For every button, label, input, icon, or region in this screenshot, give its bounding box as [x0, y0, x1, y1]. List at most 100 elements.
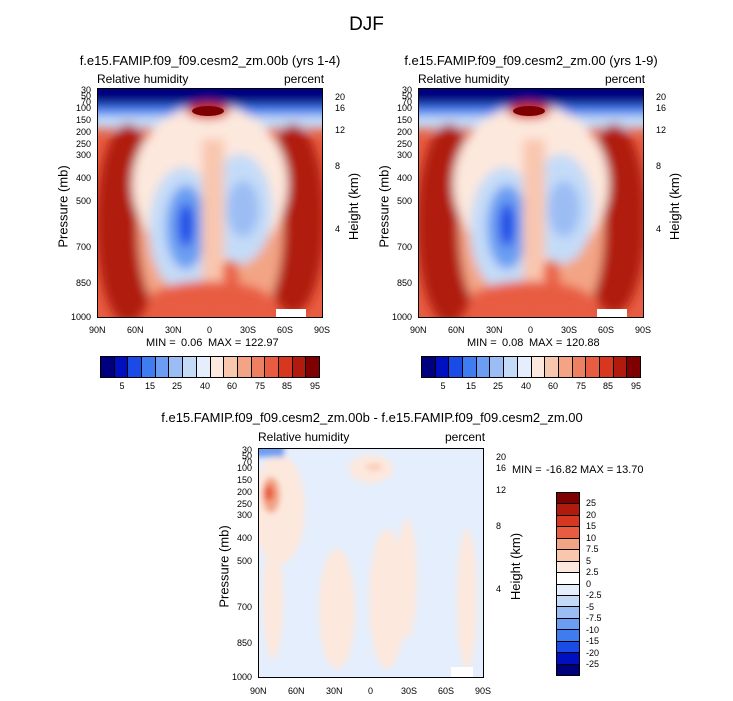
colorbar-swatch [599, 357, 614, 377]
colorbar-swatch [278, 357, 293, 377]
panel-3-y2-tick: 16 [496, 463, 507, 473]
panel-3-x-tick: 60N [288, 686, 305, 696]
panel-1-y-tick: 250 [75, 139, 91, 149]
colorbar-swatch [476, 357, 491, 377]
panel-2-colorbar-label: 75 [575, 381, 587, 391]
colorbar-swatch [557, 561, 579, 574]
panel-1-y-tick: 400 [75, 173, 91, 183]
panel-1-y-tick: 70 [80, 97, 91, 107]
colorbar-swatch [463, 357, 477, 377]
panel-1-x-tick: 30N [165, 325, 182, 335]
panel-1-y-axis-label: Pressure (mb) [55, 165, 71, 248]
panel-3-y-tick: 250 [236, 499, 252, 509]
panel-1-y-tick: 50 [80, 91, 91, 101]
panel-2-y2-tick: 16 [656, 103, 667, 113]
panel-3-x-tick: 90N [250, 686, 267, 696]
colorbar-swatch [490, 357, 505, 377]
panel-1-colorbar-label: 85 [281, 381, 293, 391]
colorbar-swatch [183, 357, 197, 377]
colorbar-swatch [557, 653, 579, 665]
colorbar-swatch [557, 618, 579, 631]
colorbar-swatch [586, 357, 600, 377]
panel-2-variable-label: Relative humidity [418, 72, 510, 86]
panel-3-y-tick: 1000 [231, 672, 252, 682]
colorbar-swatch [557, 515, 579, 528]
colorbar-swatch [557, 538, 579, 551]
panel-2-max-value: 120.88 [566, 337, 600, 349]
panel-3-colorbar-label: 0 [586, 579, 592, 589]
panel-1-y-tick: 700 [75, 242, 91, 252]
panel-2-min-label: MIN = [467, 337, 497, 349]
panel-2-y-tick: 70 [401, 97, 412, 107]
panel-3-title: f.e15.FAMIP.f09_f09.cesm2_zm.00b - f.e15… [161, 410, 583, 425]
panel-2-y-tick: 300 [396, 150, 412, 160]
panel-2-y2-tick: 12 [656, 125, 667, 135]
panel-3-x-tick: 0 [368, 686, 374, 696]
panel-2-colorbar-label: 25 [492, 381, 504, 391]
panel-3-plot-area [258, 448, 484, 678]
panel-2-y-tick: 850 [396, 278, 412, 288]
colorbar-swatch [557, 493, 579, 505]
colorbar-swatch [210, 357, 225, 377]
panel-2-y2-tick: 4 [656, 224, 662, 234]
panel-1-title: f.e15.FAMIP.f09_f09.cesm2_zm.00b (yrs 1-… [79, 53, 341, 68]
panel-2-y-axis-label: Pressure (mb) [376, 165, 392, 248]
panel-2-x-tick: 30N [486, 325, 503, 335]
panel-1-y2-tick: 4 [335, 224, 341, 234]
panel-3-y-axis-label: Pressure (mb) [216, 525, 232, 608]
panel-3-colorbar-label: 15 [586, 521, 597, 531]
panel-2-y-tick: 400 [396, 173, 412, 183]
panel-1-colorbar-label: 15 [144, 381, 156, 391]
panel-3-y2-axis-label: Height (km) [508, 532, 524, 601]
panel-3-y2-tick: 4 [496, 584, 502, 594]
panel-3-colorbar-label: -10 [586, 625, 600, 635]
colorbar-swatch [545, 357, 559, 377]
panel-2-title: f.e15.FAMIP.f09_f09.cesm2_zm.00 (yrs 1-9… [404, 53, 658, 68]
panel-3-y-tick: 150 [236, 475, 252, 485]
panel-3-variable-label: Relative humidity [258, 430, 350, 444]
panel-1-min-value: 0.06 [181, 337, 203, 349]
panel-3-colorbar [556, 492, 580, 676]
colorbar-swatch [114, 357, 129, 377]
colorbar-swatch [572, 357, 587, 377]
panel-3-x-tick: 30S [401, 686, 418, 696]
colorbar-swatch [101, 357, 115, 377]
panel-2-min-value: 0.08 [502, 337, 524, 349]
colorbar-swatch [435, 357, 450, 377]
panel-2-colorbar-label: 15 [465, 381, 477, 391]
panel-1-y-tick: 100 [75, 103, 91, 113]
panel-1-y2-tick: 12 [335, 125, 346, 135]
panel-2-y-tick: 1000 [391, 312, 412, 322]
colorbar-swatch [557, 595, 579, 608]
panel-2-x-tick: 90S [635, 325, 652, 335]
panel-2-y-tick: 150 [396, 115, 412, 125]
panel-1-colorbar-label: 75 [254, 381, 266, 391]
colorbar-swatch [265, 357, 279, 377]
colorbar-swatch [558, 357, 573, 377]
panel-3-min-value: -16.82 [546, 464, 578, 476]
panel-3-y2-tick: 8 [496, 521, 502, 531]
colorbar-swatch [251, 357, 266, 377]
panel-1-plot-area [97, 88, 323, 318]
colorbar-swatch [196, 357, 211, 377]
panel-3-colorbar-label: 20 [586, 510, 597, 520]
colorbar-swatch [504, 357, 518, 377]
panel-2-y-tick: 100 [396, 103, 412, 113]
panel-2-y-tick: 500 [396, 196, 412, 206]
panel-1-y2-tick: 20 [335, 92, 346, 102]
panel-1-min-label: MIN = [146, 337, 176, 349]
panel-1-variable-label: Relative humidity [97, 72, 189, 86]
panel-3-x-tick: 30N [326, 686, 343, 696]
panel-1-y2-tick: 16 [335, 103, 346, 113]
panel-2-plot-area [418, 88, 644, 318]
colorbar-swatch [557, 630, 579, 642]
panel-1-colorbar-label: 60 [226, 381, 238, 391]
colorbar-swatch [557, 584, 579, 596]
colorbar-swatch [517, 357, 532, 377]
panel-2-y2-tick: 8 [656, 161, 662, 171]
colorbar-swatch [557, 550, 579, 562]
colorbar-swatch [557, 664, 579, 675]
main-title: DJF [349, 14, 384, 35]
panel-3-max-value: 13.70 [616, 464, 644, 476]
panel-1-colorbar-label: 5 [119, 381, 125, 391]
